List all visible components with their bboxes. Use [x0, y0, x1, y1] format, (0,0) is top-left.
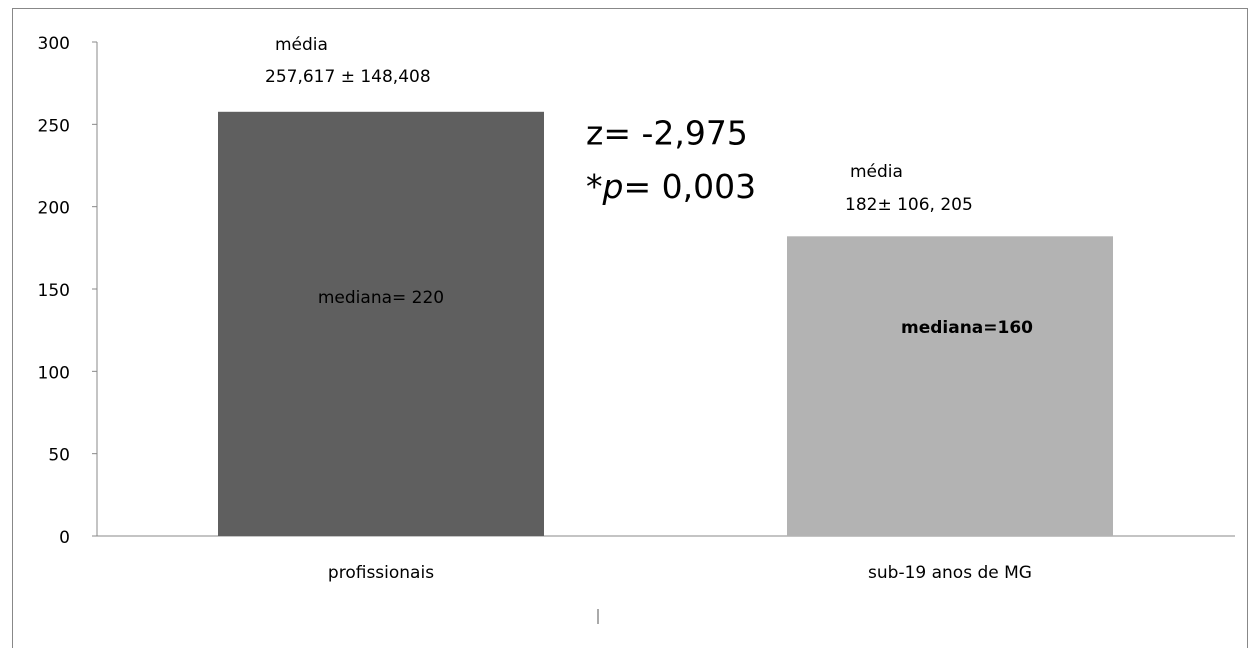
mean-sd-label: 182± 106, 205 — [845, 195, 973, 215]
z-annotation: z= -2,975 — [586, 114, 748, 153]
y-tick-label: 100 — [38, 363, 70, 383]
p-value: = 0,003 — [623, 167, 756, 206]
p-star: * — [586, 167, 603, 206]
median-label: mediana=160 — [901, 318, 1033, 338]
y-tick-label: 250 — [38, 116, 70, 136]
y-tick-label: 300 — [38, 34, 70, 54]
x-tick-label: sub-19 anos de MG — [868, 563, 1032, 583]
x-tick-label: profissionais — [328, 563, 434, 583]
median-label: mediana= 220 — [318, 288, 444, 308]
chart-border — [12, 8, 1248, 648]
bar — [787, 236, 1113, 536]
y-tick-label: 0 — [59, 528, 70, 548]
mean-sd-label: 257,617 ± 148,408 — [265, 67, 431, 87]
mean-title: média — [275, 35, 328, 55]
mean-title: média — [850, 162, 903, 182]
p-symbol: p — [602, 167, 624, 206]
p-annotation: *p= 0,003 — [586, 167, 756, 206]
bar — [218, 111, 544, 536]
y-tick-label: 150 — [38, 281, 70, 301]
y-tick-label: 200 — [38, 199, 70, 219]
y-tick-label: 50 — [48, 446, 70, 466]
